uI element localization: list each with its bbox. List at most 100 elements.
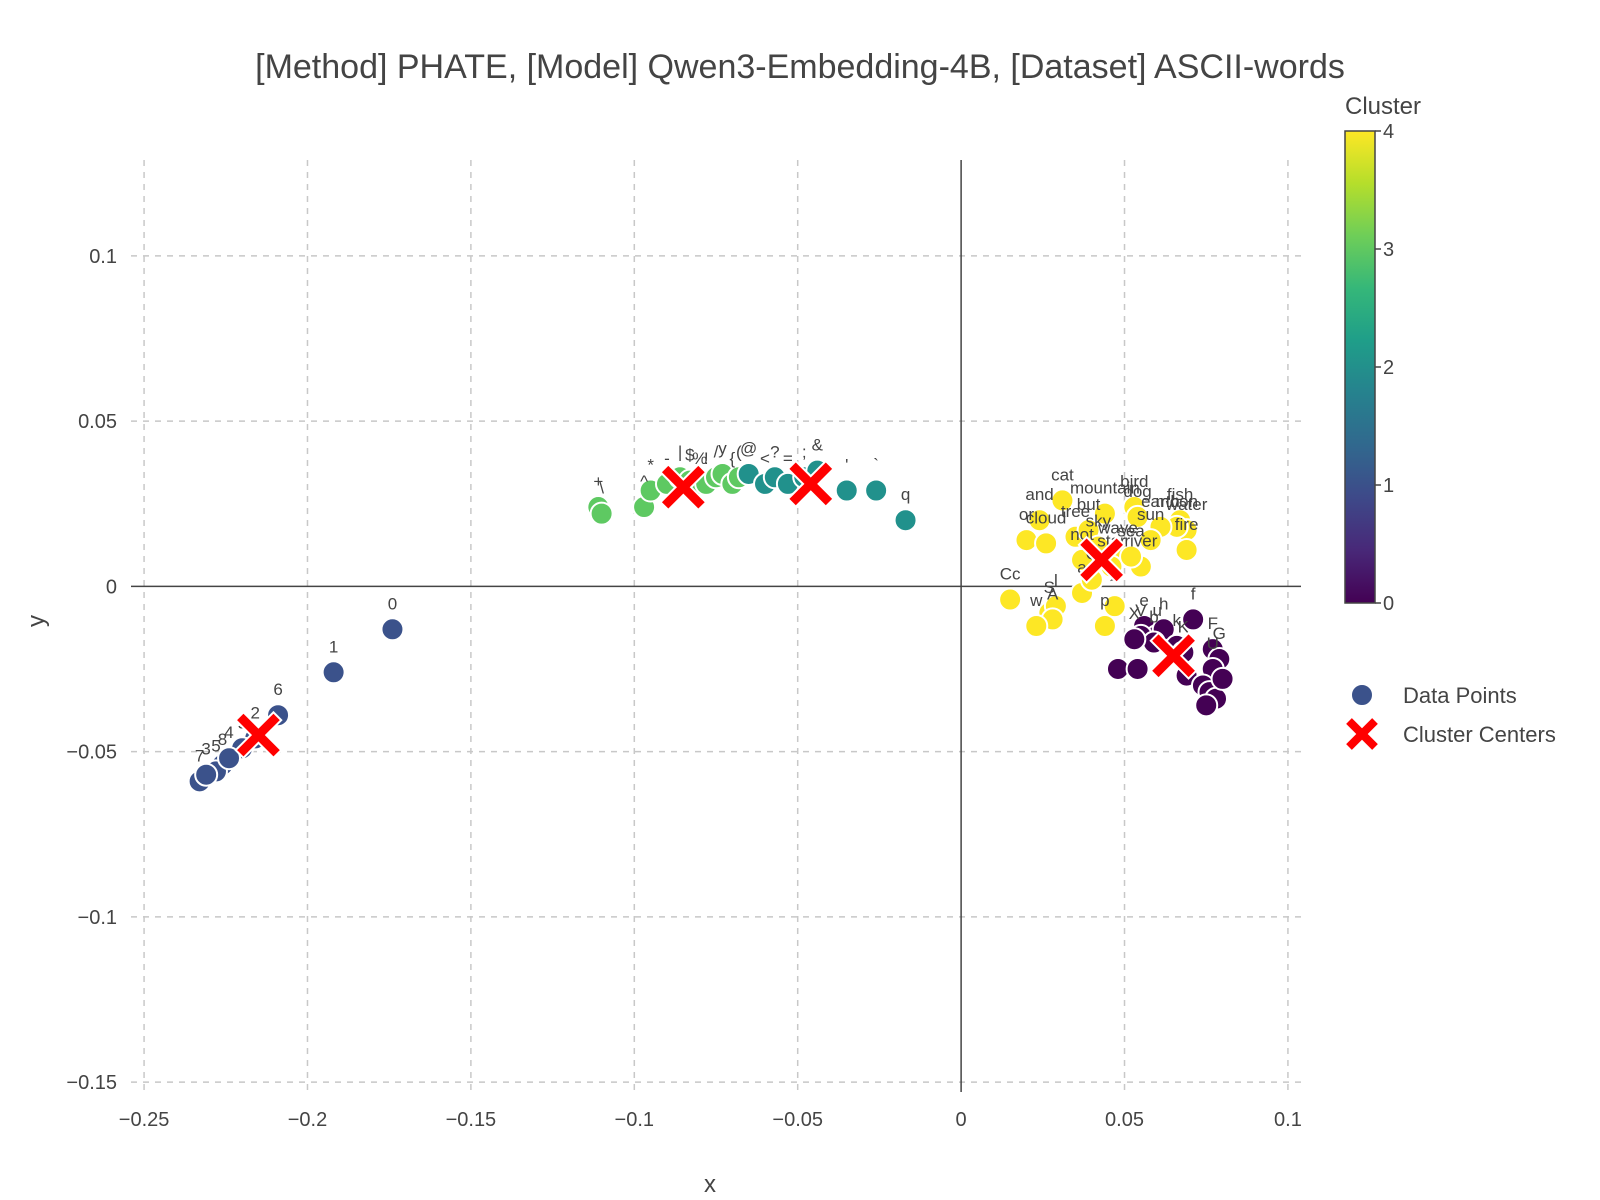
data-point <box>998 587 1023 612</box>
point-label: ` <box>873 455 879 474</box>
point-label: 8 <box>218 730 227 749</box>
chart-title: [Method] PHATE, [Model] Qwen3-Embedding-… <box>255 48 1345 86</box>
point-label: @ <box>740 439 757 458</box>
point-label: bird <box>1120 472 1148 491</box>
point-label: q <box>901 485 910 504</box>
legend: Data Points Cluster Centers <box>1346 683 1556 750</box>
point-label: \ <box>599 479 604 498</box>
point-label: % <box>692 449 707 468</box>
legend-label: Data Points <box>1403 683 1517 708</box>
point-label: ( <box>736 442 742 461</box>
point-label: 4 <box>224 723 233 742</box>
data-point <box>1050 488 1075 513</box>
x-tick-label: −0.05 <box>772 1109 823 1131</box>
colorbar-ticks: 0 1 2 3 4 <box>1375 121 1394 615</box>
point-label: 1 <box>329 637 338 656</box>
point-label: water <box>1165 495 1208 514</box>
y-tick-label: −0.1 <box>78 907 117 929</box>
point-label: and <box>1025 485 1053 504</box>
colorbar-tick-label: 4 <box>1383 121 1394 143</box>
axes: −0.25 −0.2 −0.15 −0.1 −0.05 0 0.05 0.1−0.15−0.1… <box>66 160 1302 1131</box>
colorbar-title: Cluster <box>1345 93 1421 120</box>
grid-lines <box>131 160 1301 1092</box>
data-point <box>217 746 242 771</box>
point-label: A <box>1047 584 1059 603</box>
cluster-center-stroke <box>237 713 280 757</box>
point-label: S <box>1044 578 1055 597</box>
data-point <box>864 478 889 503</box>
colorbar-tick-label: 1 <box>1383 475 1394 497</box>
data-point <box>1027 508 1052 533</box>
point-label: ; <box>802 442 807 461</box>
point-label: K <box>1178 617 1190 636</box>
y-tick-label: 0.1 <box>89 246 117 268</box>
point-label: F <box>1208 614 1218 633</box>
cluster-center <box>1077 535 1126 585</box>
point-label: * <box>647 455 654 474</box>
data-point <box>1181 607 1206 632</box>
x-tick-label: −0.25 <box>119 1109 170 1131</box>
point-label: a <box>1077 558 1087 577</box>
data-point <box>1034 531 1059 556</box>
point-label: river <box>1124 532 1157 551</box>
point-label: u <box>1152 601 1161 620</box>
point-label: U <box>1207 634 1219 653</box>
x-tick-label: 0 <box>956 1109 967 1131</box>
point-label: but <box>1077 495 1101 514</box>
data-point <box>1014 528 1039 553</box>
point-label: 0 <box>388 594 397 613</box>
y-axis-title: y <box>23 615 50 627</box>
cluster-center <box>786 459 835 509</box>
point-label: fire <box>1175 515 1199 534</box>
point-label: tree <box>1061 502 1090 521</box>
y-tick-label: −0.05 <box>66 742 117 764</box>
point-label: 5 <box>211 736 220 755</box>
cluster-center <box>1149 631 1198 680</box>
cluster-center-stroke <box>1080 538 1124 582</box>
colorbar-tick-label: 2 <box>1383 357 1394 379</box>
cluster-center-stroke <box>661 465 705 509</box>
point-label: { <box>729 449 735 468</box>
legend-label: Cluster Centers <box>1403 722 1556 747</box>
point-label: Cc <box>1000 565 1021 584</box>
point-label: ' <box>845 455 848 474</box>
point-label: k <box>1173 611 1182 630</box>
data-point <box>380 617 405 642</box>
cluster-center-stroke <box>1152 634 1195 678</box>
point-label: y <box>718 439 727 458</box>
colorbar-tick-label: 0 <box>1383 593 1394 615</box>
point-label: sun <box>1137 505 1164 524</box>
y-tick-label: 0 <box>106 576 117 598</box>
point-label: mountain <box>1070 479 1140 498</box>
point-label: moon <box>1156 492 1199 511</box>
legend-x-marker <box>1346 718 1378 750</box>
point-label: e <box>1139 591 1148 610</box>
point-label: cat <box>1051 465 1074 484</box>
data-point <box>321 660 346 685</box>
point-label: f <box>1191 584 1196 603</box>
colorbar-gradient <box>1344 130 1376 604</box>
point-label: sky <box>1086 512 1112 531</box>
data-point <box>1024 614 1049 638</box>
point-label: $ <box>685 446 695 465</box>
point-label: V <box>1135 601 1147 620</box>
point-label: ^ <box>640 472 648 491</box>
point-label: or <box>1019 505 1034 524</box>
data-point <box>194 762 219 787</box>
colorbar-tick-label: 3 <box>1383 239 1394 261</box>
point-label: ? <box>770 442 779 461</box>
point-label: h <box>1159 594 1168 613</box>
point-label: 6 <box>273 680 282 699</box>
y-tick-label: 0.05 <box>78 411 117 433</box>
x-axis-title: x <box>704 1171 716 1198</box>
y-tick-label: −0.15 <box>66 1072 117 1094</box>
x-tick-label: 0.1 <box>1274 1109 1302 1131</box>
point-label: G <box>1213 624 1226 643</box>
point-label: < <box>760 449 770 468</box>
data-point <box>1102 594 1127 619</box>
point-label: l <box>1054 571 1058 590</box>
cluster-centers <box>234 459 1198 760</box>
data-point <box>1210 666 1235 691</box>
point-label: 2 <box>250 703 259 722</box>
